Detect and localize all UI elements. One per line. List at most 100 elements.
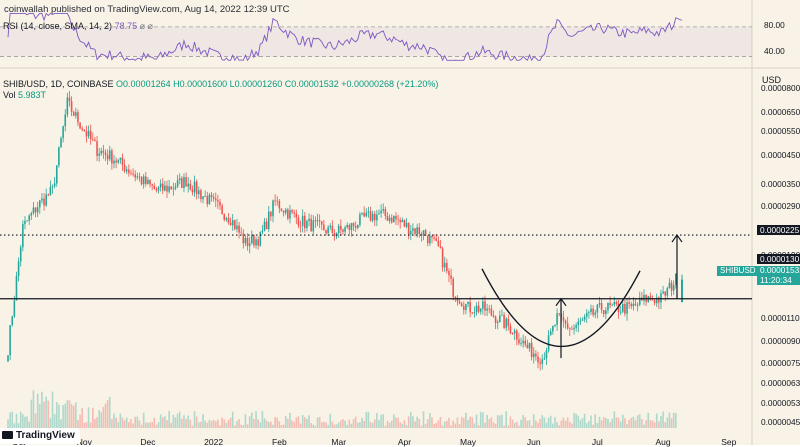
candle-body [390, 217, 393, 223]
tradingview-logo[interactable]: TradingView [0, 428, 80, 444]
candle-body [255, 239, 257, 246]
volume-bar [19, 411, 22, 428]
candle-body [36, 207, 39, 213]
volume-bar [452, 420, 454, 428]
candle-body [142, 176, 145, 185]
candle-body [469, 302, 471, 313]
candle-body [291, 210, 293, 213]
volume-bar [297, 416, 300, 428]
volume-bar [11, 411, 14, 428]
candle-body [81, 128, 83, 130]
volume-bar [503, 425, 505, 428]
volume-bar [390, 420, 393, 428]
candle-body [202, 196, 204, 200]
candle-body [55, 165, 58, 184]
candle-body [494, 316, 497, 324]
candle-body [346, 225, 348, 228]
candle-body [569, 328, 571, 330]
candle-body [619, 311, 622, 313]
volume-bar [282, 424, 285, 428]
volume-bar [108, 396, 111, 428]
volume-bar [104, 403, 107, 428]
volume-bar [17, 423, 20, 428]
rsi-tick-40: 40.00 [764, 46, 785, 56]
candle-body [189, 183, 192, 190]
volume-bar [121, 417, 124, 428]
candle-body [395, 215, 397, 220]
candle-body [607, 302, 609, 311]
candle-body [579, 320, 582, 322]
volume-bar [210, 420, 213, 428]
volume-bar [312, 424, 315, 428]
volume-bar [592, 424, 594, 428]
candle-body [660, 293, 662, 303]
volume-bar [513, 422, 516, 428]
volume-bar [123, 420, 126, 428]
volume-bar [564, 420, 567, 428]
volume-bar [552, 423, 554, 428]
candle-body [92, 139, 94, 140]
volume-bar [378, 420, 380, 428]
volume-bar [429, 413, 431, 428]
candle-body [181, 178, 183, 188]
volume-bar [363, 420, 365, 428]
volume-bar [670, 418, 673, 428]
candle-body [363, 212, 365, 217]
volume-bar [439, 416, 442, 428]
candle-body [75, 112, 77, 116]
volume-bar [310, 422, 312, 428]
volume-bar [583, 413, 586, 428]
x-tick-label: 2022 [204, 437, 224, 447]
candle-body [526, 344, 529, 349]
candle-body [195, 181, 198, 195]
volume-bar [342, 419, 344, 428]
candle-body [83, 129, 86, 132]
volume-bar [346, 424, 348, 428]
candle-body [649, 296, 652, 300]
volume-bar [522, 415, 524, 428]
candle-body-last [681, 279, 683, 303]
candle-body [632, 303, 635, 307]
volume-bar [492, 422, 495, 428]
candle-body [513, 330, 516, 334]
candle-body [492, 315, 495, 317]
volume-bar [600, 420, 603, 428]
volume-bar [585, 423, 588, 428]
volume-bar [261, 411, 264, 428]
candle-body [134, 174, 136, 178]
volume-bar [206, 422, 209, 428]
volume-bar [30, 399, 33, 428]
volume-bar [509, 416, 512, 428]
volume-bar [386, 420, 389, 428]
candle-body [405, 222, 408, 227]
candle-body [217, 200, 219, 202]
volume-bar [651, 420, 654, 428]
eye-icon[interactable]: ⌀ ⌀ [139, 21, 153, 31]
volume-bar [537, 422, 539, 428]
volume-bar [335, 424, 338, 428]
volume-bar [337, 422, 340, 428]
cup-depth-arrow-head [555, 297, 567, 307]
candle-body [361, 212, 363, 215]
volume-bar [94, 418, 96, 428]
volume-bar [7, 419, 9, 428]
candle-body [537, 356, 539, 363]
volume-bar [195, 416, 198, 428]
candle-body [503, 314, 505, 328]
candle-body [477, 305, 480, 312]
volume-bar [422, 411, 425, 428]
candle-body [475, 305, 478, 313]
candle-body [306, 220, 308, 229]
candle-body [354, 225, 357, 228]
candle-body [161, 183, 164, 191]
candle-body [22, 224, 24, 248]
candle-body [198, 190, 200, 195]
volume-bar [125, 417, 128, 428]
candle-body [308, 218, 310, 221]
candle-body [331, 225, 334, 234]
candle-body [267, 211, 270, 230]
volume-bar [488, 419, 491, 428]
volume-bar [51, 391, 54, 428]
volume-bar [96, 417, 98, 428]
